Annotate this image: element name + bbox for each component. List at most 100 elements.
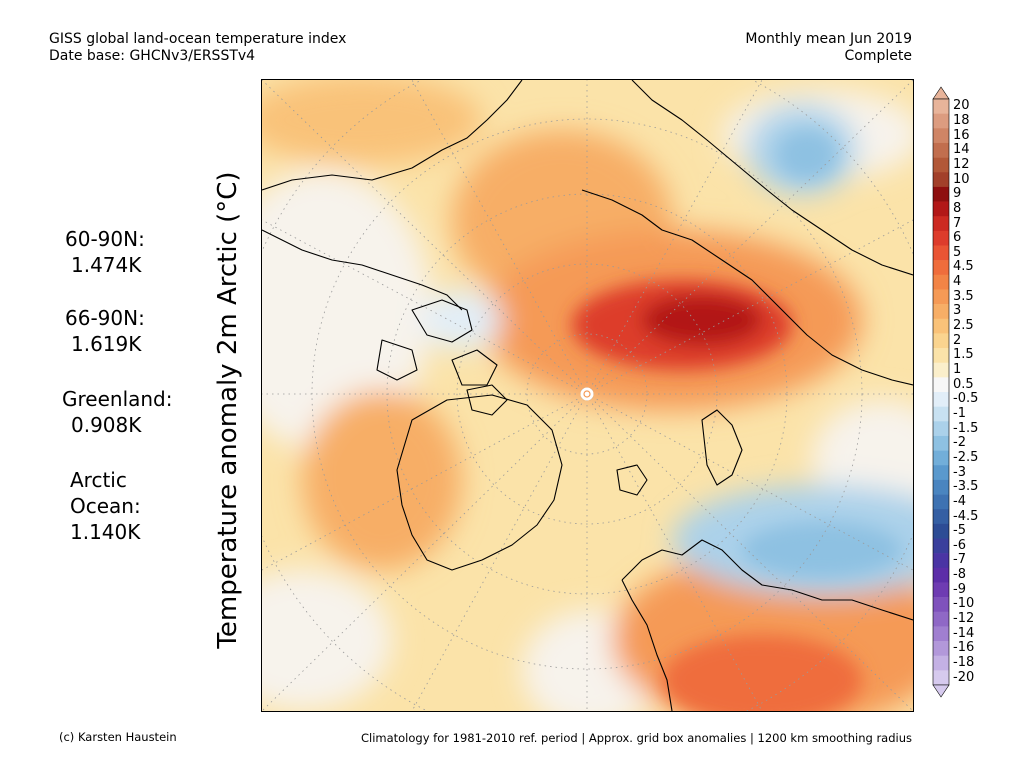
colorbar-tick-label: -20 bbox=[953, 669, 975, 685]
neutral-region-southwest bbox=[262, 570, 392, 710]
colorbar-tick-label: 20 bbox=[953, 98, 970, 114]
warm-region-greenland bbox=[302, 390, 462, 570]
colorbar-tick-label: 2.5 bbox=[953, 318, 974, 334]
coastline-novaya-zemlya bbox=[701, 409, 743, 486]
colorbar-cell bbox=[933, 172, 949, 188]
stat-60-90n: 60-90N: 1.474K bbox=[65, 226, 145, 278]
coastline-island bbox=[376, 339, 418, 381]
cool-region-canadian-archipelago bbox=[422, 290, 502, 350]
colorbar-tick-label: -7 bbox=[953, 552, 966, 568]
meridian bbox=[262, 393, 588, 711]
colorbar-tick-label: 2 bbox=[953, 332, 962, 348]
colorbar-cell bbox=[933, 465, 949, 481]
colorbar-cell bbox=[933, 377, 949, 393]
colorbar-tick-label: -12 bbox=[953, 611, 975, 627]
coldspot-west-siberia bbox=[742, 522, 902, 578]
colorbar-tick-label: 6 bbox=[953, 230, 962, 246]
colorbar-cell bbox=[933, 260, 949, 276]
stat-value: 1.619K bbox=[71, 332, 142, 356]
colorbar-tick-label: 5 bbox=[953, 244, 962, 260]
colorbar-tick-label: -5 bbox=[953, 523, 966, 539]
colorbar-tick-label: 10 bbox=[953, 171, 970, 187]
stat-value: 0.908K bbox=[71, 413, 142, 437]
colorbar-cell bbox=[933, 538, 949, 554]
colorbar-tick-label: 14 bbox=[953, 142, 970, 158]
colorbar-cell bbox=[933, 435, 949, 451]
stat-label: 60-90N: bbox=[65, 227, 145, 251]
colorbar-cell bbox=[933, 201, 949, 217]
stat-66-90n: 66-90N: 1.619K bbox=[65, 305, 145, 357]
map-canvas bbox=[262, 80, 913, 711]
header-title-block: GISS global land-ocean temperature index… bbox=[49, 31, 346, 65]
meridian bbox=[262, 393, 588, 571]
coastline-scandinavia bbox=[621, 539, 913, 621]
header-completeness: Complete bbox=[844, 48, 912, 64]
coastline-greenland bbox=[396, 394, 563, 571]
colorbar-cell bbox=[933, 128, 949, 144]
colorbar-cell bbox=[933, 289, 949, 305]
colorbar-cell bbox=[933, 304, 949, 320]
colorbar-cell bbox=[933, 216, 949, 232]
colorbar-tick-label: -1 bbox=[953, 405, 966, 421]
colorbar-cell bbox=[933, 157, 949, 173]
colorbar-tick-label: -2.5 bbox=[953, 449, 979, 465]
hotspot-siberia-core bbox=[642, 295, 762, 345]
colorbar-cell bbox=[933, 597, 949, 613]
colorbar-cell bbox=[933, 142, 949, 158]
colorbar-tick-label: -4.5 bbox=[953, 508, 979, 524]
colorbar-cell bbox=[933, 626, 949, 642]
coastline-canada bbox=[262, 229, 463, 311]
colorbar-cell bbox=[933, 274, 949, 290]
colorbar-cell bbox=[933, 392, 949, 407]
meridian bbox=[262, 219, 588, 395]
colorbar-tick-label: 1 bbox=[953, 362, 962, 378]
latitude-circle bbox=[386, 193, 788, 595]
stat-arctic-ocean: Arctic Ocean: 1.140K bbox=[70, 467, 141, 545]
coastline-norway bbox=[621, 579, 673, 711]
colorbar-tick-label: 3 bbox=[953, 303, 962, 319]
colorbar-cell bbox=[933, 553, 949, 569]
colorbar-cell bbox=[933, 655, 949, 671]
colorbar-tick-label: 8 bbox=[953, 200, 962, 216]
coastline-far-east bbox=[631, 80, 913, 276]
meridian bbox=[262, 80, 588, 395]
warm-region-northwest bbox=[262, 80, 482, 165]
colorbar-cells bbox=[932, 86, 950, 698]
y-axis-label: Temperature anomaly 2m Arctic (°C) bbox=[213, 171, 243, 649]
colorbar-tick-label: -2 bbox=[953, 435, 966, 451]
colorbar-tick-label: 0.5 bbox=[953, 376, 974, 392]
stat-value: 1.140K bbox=[70, 520, 141, 544]
stat-label: Arctic bbox=[70, 468, 127, 492]
coastlines bbox=[262, 80, 913, 711]
stat-label: Ocean: bbox=[70, 494, 141, 518]
meridian bbox=[586, 393, 913, 571]
colorbar-tick-label: -3 bbox=[953, 464, 966, 480]
colorbar-cell bbox=[933, 479, 949, 495]
colorbar-cell bbox=[933, 509, 949, 525]
meridian bbox=[586, 219, 913, 395]
coastline-island bbox=[466, 384, 508, 416]
colorbar-cell bbox=[933, 406, 949, 422]
pole-marker-outer bbox=[580, 387, 594, 401]
colorbar-cell bbox=[933, 494, 949, 510]
colorbar-tick-label: -14 bbox=[953, 625, 975, 641]
polar-anomaly-map bbox=[261, 79, 914, 712]
colorbar-cell bbox=[933, 567, 949, 583]
colorbar-tick-label: -6 bbox=[953, 537, 966, 553]
colorbar-bottom-arrow bbox=[932, 684, 950, 698]
colorbar-tick-label: 12 bbox=[953, 156, 970, 172]
graticule bbox=[262, 80, 913, 711]
footer-note: Climatology for 1981-2010 ref. period | … bbox=[360, 731, 912, 745]
colorbar-cell bbox=[933, 670, 949, 686]
colorbar-tick-label: 1.5 bbox=[953, 347, 974, 363]
colorbar-tick-label: 4.5 bbox=[953, 259, 974, 275]
colorbar-cell bbox=[933, 641, 949, 656]
colorbar-cell bbox=[933, 99, 949, 114]
colorbar-cell bbox=[933, 582, 949, 598]
colorbar-tick-label: -0.5 bbox=[953, 391, 979, 407]
stat-label: Greenland: bbox=[62, 387, 173, 411]
colorbar-cell bbox=[933, 113, 949, 129]
stat-label: 66-90N: bbox=[65, 306, 145, 330]
colorbar-top-arrow bbox=[932, 86, 950, 100]
coastline-island bbox=[411, 299, 473, 343]
